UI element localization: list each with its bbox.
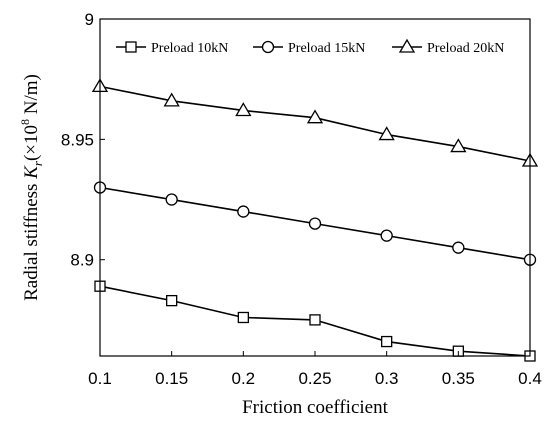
data-point-square: [237, 311, 249, 324]
legend-marker-circle: [261, 40, 275, 54]
series-triangle: [91, 78, 539, 167]
y-axis-label-unit-open: (×10: [21, 125, 42, 161]
y-tick-label: 8.9: [70, 251, 94, 270]
data-point-circle: [308, 217, 322, 230]
y-axis-label-subscript: r: [30, 160, 45, 166]
legend-label: Preload 20kN: [427, 41, 504, 56]
data-point-triangle: [378, 126, 395, 141]
y-axis-ticks: 8.9 8.95 9: [61, 10, 105, 270]
y-axis-label: Radial stiffness Kr(×108 N/m): [18, 74, 45, 301]
x-tick-label: 0.1: [88, 369, 112, 388]
y-axis-label-unit-close: N/m): [21, 74, 42, 119]
x-tick-label: 0.4: [518, 369, 542, 388]
y-axis-label-prefix: Radial stiffness: [21, 179, 42, 301]
legend-entry: Preload 20kN: [392, 38, 504, 56]
data-point-circle: [165, 193, 178, 206]
data-point-triangle: [450, 138, 467, 153]
x-tick-label: 0.35: [442, 369, 475, 388]
legend-marker-square: [125, 41, 137, 53]
data-point-circle: [452, 241, 465, 254]
x-tick-label: 0.2: [232, 369, 256, 388]
data-point-square: [166, 294, 178, 307]
y-axis-label-symbol: K: [21, 165, 42, 180]
data-point-circle: [380, 229, 393, 242]
x-axis-ticks: 0.1 0.15 0.2 0.25 0.3 0.35 0.4: [88, 351, 542, 388]
data-point-circle: [237, 205, 250, 218]
plot-marks: [91, 78, 539, 362]
y-axis-label-unit-exponent: 8: [18, 119, 32, 125]
series-line: [99, 85, 531, 162]
legend-entry: Preload 10kN: [116, 41, 228, 56]
data-point-square: [381, 335, 393, 348]
series-square: [94, 280, 536, 362]
data-point-square: [309, 314, 321, 326]
legend-marker-triangle: [398, 38, 416, 53]
data-point-triangle: [163, 92, 180, 107]
y-tick-label: 9: [85, 10, 94, 29]
x-tick-label: 0.25: [298, 369, 331, 388]
series-circle: [93, 181, 537, 266]
legend-entry: Preload 15kN: [253, 40, 365, 56]
data-point-triangle: [235, 102, 252, 117]
legend: Preload 10kN Preload 15kN Preload 20kN: [116, 38, 504, 56]
legend-label: Preload 15kN: [288, 41, 365, 56]
x-tick-label: 0.15: [155, 369, 188, 388]
x-tick-label: 0.3: [375, 369, 399, 388]
y-tick-label: 8.95: [61, 130, 94, 149]
x-axis-label: Friction coefficient: [242, 397, 389, 418]
data-point-triangle: [306, 109, 324, 124]
plot-frame: [99, 18, 531, 357]
legend-label: Preload 10kN: [151, 41, 228, 56]
